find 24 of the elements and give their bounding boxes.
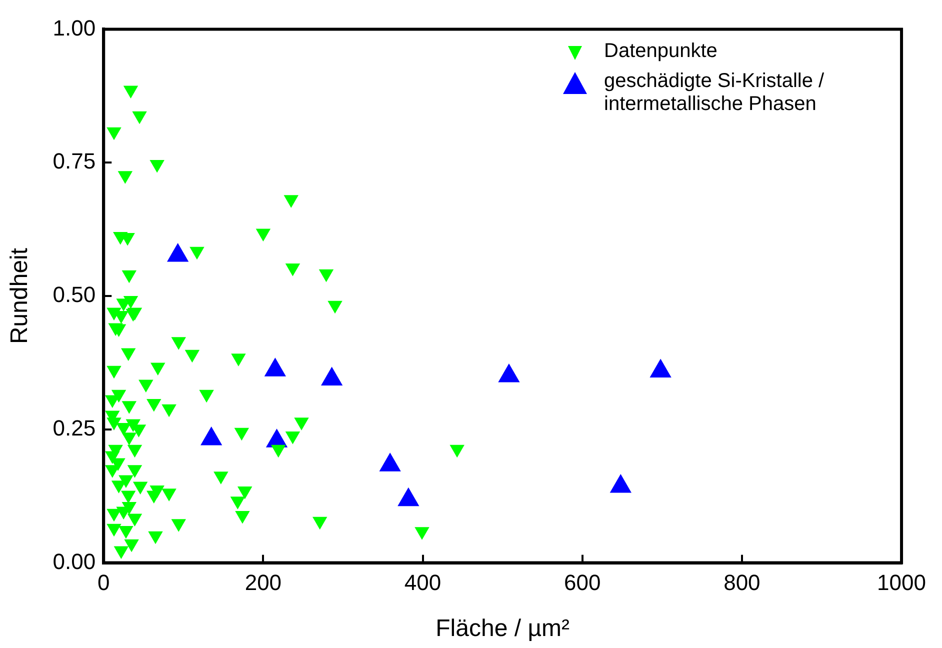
point: [610, 474, 631, 493]
point: [380, 453, 400, 472]
y-tick-label: 0.25: [52, 415, 96, 440]
x-tick-label: 600: [564, 570, 601, 596]
y-axis-title: Rundheit: [6, 248, 34, 344]
point: [398, 488, 419, 506]
point: [650, 359, 671, 378]
point: [322, 367, 342, 386]
x-tick-label: 1000: [877, 570, 926, 596]
x-tick-label: 800: [724, 570, 760, 596]
x-tick-label: 0: [97, 570, 110, 596]
y-tick-label: 1.00: [52, 15, 96, 40]
y-tick-label: 0.50: [52, 282, 96, 308]
x-tick-label: 400: [404, 570, 442, 596]
x-tick-label: 200: [244, 570, 282, 596]
legend-label: Datenpunkte: [604, 40, 718, 63]
point: [201, 427, 222, 446]
legend-label: geschädigte Si-Kristalle / intermetallische Phasen: [604, 70, 826, 116]
point: [168, 244, 188, 262]
y-tick-label: 0.00: [52, 548, 96, 574]
y-tick-label: 0.75: [52, 148, 96, 174]
point: [498, 364, 520, 382]
x-axis-title: Fläche / µm²: [436, 615, 570, 642]
point: [264, 358, 286, 376]
